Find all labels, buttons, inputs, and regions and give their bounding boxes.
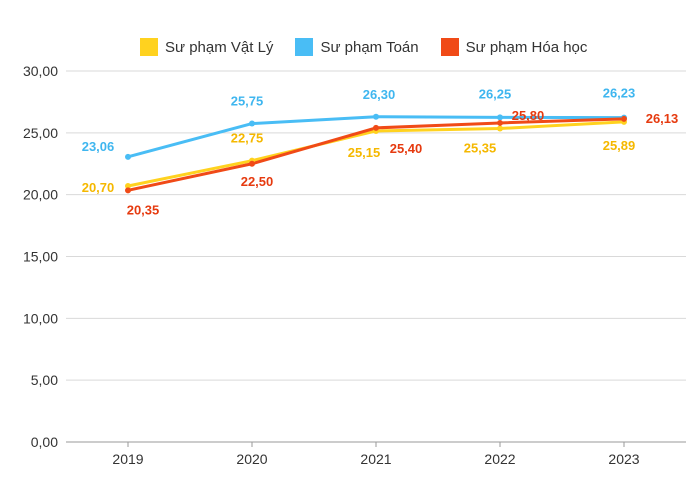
legend-item-vat-ly: Sư phạm Vật Lý xyxy=(140,38,273,56)
data-label: 23,06 xyxy=(82,139,115,154)
y-tick-label: 10,00 xyxy=(23,310,58,326)
y-tick-label: 25,00 xyxy=(23,125,58,141)
x-tick-label: 2023 xyxy=(608,451,639,467)
data-label: 26,25 xyxy=(479,86,512,101)
y-tick-label: 30,00 xyxy=(23,63,58,79)
legend-label-toan: Sư phạm Toán xyxy=(320,38,419,56)
data-label: 26,13 xyxy=(646,111,679,126)
data-label: 25,80 xyxy=(512,108,545,123)
legend-label-vat-ly: Sư phạm Vật Lý xyxy=(165,38,274,56)
data-point xyxy=(621,115,627,122)
data-label: 25,35 xyxy=(464,141,497,156)
data-label: 26,23 xyxy=(603,86,636,101)
data-label: 20,35 xyxy=(127,202,160,217)
data-point xyxy=(373,113,379,120)
x-tick-label: 2020 xyxy=(236,451,267,467)
legend-item-hoa-hoc: Sư phạm Hóa học xyxy=(440,38,588,56)
data-label: 25,15 xyxy=(348,145,381,160)
y-tick-label: 15,00 xyxy=(23,249,58,265)
data-label: 25,40 xyxy=(390,141,423,156)
data-label: 20,70 xyxy=(82,180,115,195)
data-point xyxy=(125,183,131,190)
data-label: 26,30 xyxy=(363,87,396,102)
legend-item-toan: Sư phạm Toán xyxy=(295,38,419,56)
legend-swatch-hoa-hoc xyxy=(440,38,459,56)
x-tick-label: 2022 xyxy=(484,451,515,467)
data-label: 25,89 xyxy=(603,138,636,153)
x-tick-label: 2019 xyxy=(112,451,143,467)
chart-legend: Sư phạm Vật Lý Sư phạm Toán Sư phạm Hóa … xyxy=(140,38,587,56)
data-point xyxy=(249,120,255,127)
y-tick-label: 0,00 xyxy=(31,434,58,450)
legend-swatch-vat-ly xyxy=(140,38,158,56)
x-tick-label: 2021 xyxy=(360,451,391,467)
data-point xyxy=(497,114,503,121)
data-point xyxy=(497,125,503,132)
data-point xyxy=(497,119,503,126)
data-point xyxy=(125,187,131,194)
data-label: 25,75 xyxy=(231,94,264,109)
data-point xyxy=(125,153,131,160)
data-point xyxy=(249,160,255,167)
data-label: 22,75 xyxy=(231,131,264,146)
data-label: 22,50 xyxy=(241,174,274,189)
y-tick-label: 5,00 xyxy=(31,372,58,388)
legend-label-hoa-hoc: Sư phạm Hóa học xyxy=(465,38,588,56)
data-point xyxy=(373,124,379,131)
y-tick-label: 20,00 xyxy=(23,187,58,203)
legend-swatch-toan xyxy=(295,38,314,56)
